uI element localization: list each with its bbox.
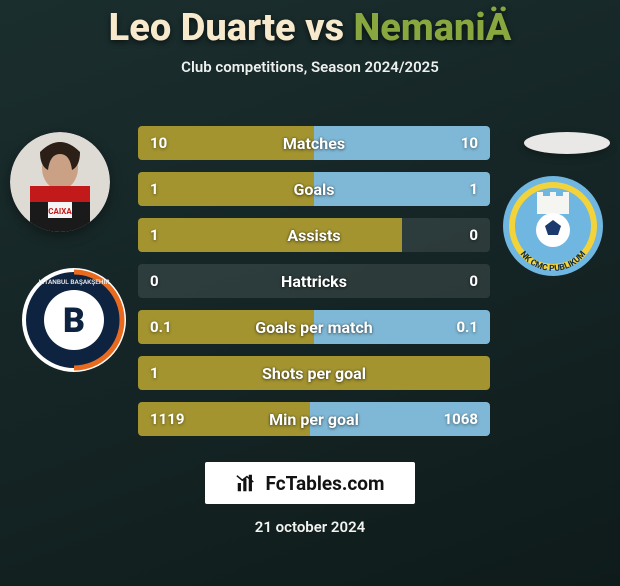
stat-bar-right <box>314 310 490 344</box>
stat-bar-left <box>138 356 490 390</box>
stat-row: Assists10 <box>138 218 490 252</box>
stat-row: Shots per goal1 <box>138 356 490 390</box>
comparison-title: Leo Duarte vs NemaniÄ <box>0 6 620 50</box>
stat-bar-left <box>138 172 314 206</box>
vs-text: vs <box>305 6 344 50</box>
stats-area: Matches1010 Goals11 Assists10 Hattricks00 Go… <box>138 126 490 448</box>
stat-bar-left <box>138 402 310 436</box>
svg-text:CAIXA: CAIXA <box>48 207 72 216</box>
footer-brand-text: FcTables.com <box>265 472 384 495</box>
stat-row: Hattricks00 <box>138 264 490 298</box>
stat-bar-right <box>314 172 490 206</box>
bar-chart-icon <box>235 472 257 494</box>
player2-club-crest: NK CMC PUBLIKUM <box>501 174 605 278</box>
footer-brand: FcTables.com <box>205 462 415 504</box>
subtitle: Club competitions, Season 2024/2025 <box>0 58 620 76</box>
stat-bar-gap <box>138 264 490 298</box>
player1-club-crest: B ISTANBUL BAŞAKŞEHİR <box>20 266 128 374</box>
player2-name: NemaniÄ <box>354 6 512 50</box>
stat-bar-left <box>138 218 402 252</box>
player1-name: Leo Duarte <box>109 6 296 50</box>
player1-avatar: CAIXA <box>10 132 110 232</box>
stat-row: Min per goal11191068 <box>138 402 490 436</box>
stat-bar-right <box>310 402 490 436</box>
stat-bar-gap <box>402 218 490 252</box>
stat-bar-left <box>138 310 314 344</box>
stat-row: Goals per match0.10.1 <box>138 310 490 344</box>
stat-bar-right <box>314 126 490 160</box>
player2-avatar <box>524 132 610 154</box>
stat-row: Goals11 <box>138 172 490 206</box>
svg-text:B: B <box>63 301 85 341</box>
footer-date: 21 october 2024 <box>0 518 620 536</box>
stat-bar-left <box>138 126 314 160</box>
stat-row: Matches1010 <box>138 126 490 160</box>
svg-text:ISTANBUL BAŞAKŞEHİR: ISTANBUL BAŞAKŞEHİR <box>38 277 109 286</box>
